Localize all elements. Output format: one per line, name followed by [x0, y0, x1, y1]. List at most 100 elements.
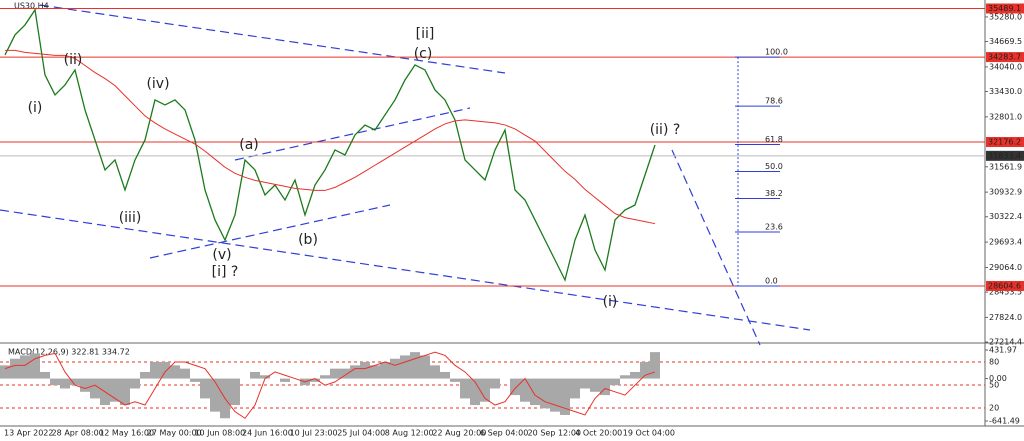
y-tick-label: 34669.5: [989, 37, 1022, 46]
macd-bar: [350, 365, 360, 379]
channel-lines: [0, 4, 811, 346]
macd-bar: [120, 378, 130, 406]
x-tick-label: 28 Apr 08:00: [52, 429, 104, 438]
macd-bar: [130, 378, 140, 389]
macd-bar: [460, 378, 470, 399]
macd-bar: [190, 378, 200, 382]
price-tag-label: 34283.7: [988, 53, 1021, 62]
macd-bar: [260, 375, 270, 379]
y-tick-label: 29693.4: [989, 238, 1022, 247]
current-price-tag: [986, 150, 1024, 161]
macd-bar: [110, 378, 120, 402]
macd-bar: [550, 378, 560, 412]
x-tick-label: 4 Oct 20:00: [575, 429, 622, 438]
price-tag-label: 35489.1: [988, 4, 1021, 13]
macd-bar: [440, 371, 450, 379]
macd-bar: [400, 355, 410, 379]
macd-bar: [630, 371, 640, 379]
fib-label: 100.0: [765, 48, 788, 57]
macd-bar: [150, 362, 160, 379]
macd-bar: [610, 378, 620, 386]
macd-bar: [360, 362, 370, 379]
fib-label: 23.6: [765, 222, 783, 231]
macd-bar: [20, 355, 30, 379]
y-tick-label: 0.00: [989, 374, 1007, 383]
macd-bar: [50, 378, 60, 386]
price-tag: [986, 52, 1024, 63]
x-tick-label: 13 Apr 2022: [4, 429, 53, 438]
y-tick-label: 27214.4: [989, 338, 1022, 347]
price-line: [4, 8, 656, 282]
price-tag: [986, 137, 1024, 148]
y-tick-label: 33430.0: [989, 87, 1022, 96]
macd-bar: [230, 378, 240, 406]
trend-line: [149, 204, 391, 259]
y-tick-label: 30322.4: [989, 212, 1022, 221]
macd-bar: [590, 378, 600, 392]
wave-label: (c): [414, 46, 433, 62]
x-tick-label: 6 Sep 04:00: [480, 429, 528, 438]
x-tick-label: 22 Aug 20:00: [432, 429, 486, 438]
wave-label: (iv): [146, 76, 169, 92]
macd-bar: [160, 362, 170, 379]
y2-tick-label: 80: [989, 357, 999, 366]
wave-label: (iii): [119, 210, 142, 226]
y-tick-label: 29064.0: [989, 263, 1022, 272]
price-tag: [986, 3, 1024, 14]
trend-line: [0, 209, 811, 331]
macd-bar: [250, 371, 260, 379]
wave-label: (i): [603, 294, 618, 310]
macd-bar: [90, 378, 100, 399]
fib-label: 0.0: [765, 276, 778, 285]
macd-bar: [10, 358, 20, 379]
x-tick-label: 10 Jun 08:00: [194, 429, 245, 438]
x-tick-label: 24 Jun 16:00: [242, 429, 293, 438]
macd-bar: [470, 378, 480, 406]
macd-bar: [650, 352, 660, 379]
fib-label: 78.6: [765, 97, 783, 106]
macd-bar: [560, 378, 570, 415]
y-tick-label: 27824.0: [989, 313, 1022, 322]
chart-title: US30,H4: [14, 2, 49, 11]
y2-tick-label: 20: [989, 403, 999, 412]
y-tick-label: 35280.0: [989, 12, 1022, 21]
y-tick-label: 34040.0: [989, 62, 1022, 71]
macd-bar: [330, 368, 340, 379]
macd-bar: [60, 378, 70, 389]
x-tick-label: 25 Jul 04:00: [337, 429, 385, 438]
y-tick-label: 28453.5: [989, 288, 1022, 297]
macd-bar: [30, 353, 40, 379]
macd-bar: [370, 365, 380, 379]
x-tick-label: 20 Sep 12:00: [528, 429, 581, 438]
macd-bar: [530, 378, 540, 406]
macd-bar: [480, 378, 490, 402]
y-tick-label: 31561.9: [989, 162, 1022, 171]
macd-bar: [70, 378, 80, 386]
macd-bar: [390, 358, 400, 379]
macd-bar: [40, 371, 50, 379]
macd-bar: [280, 378, 290, 382]
fib-label: 50.0: [765, 162, 783, 171]
macd-bar: [430, 365, 440, 379]
moving-average: [5, 49, 656, 225]
wave-label: (i): [28, 100, 43, 116]
x-tick-label: 12 May 16:00: [99, 429, 154, 438]
y-tick-label: 431.97: [989, 346, 1017, 355]
macd-bar: [450, 378, 460, 382]
wave-label: [ii]: [416, 26, 435, 42]
price-tag-label: 28604.6: [988, 281, 1021, 290]
macd-bar: [80, 378, 90, 392]
fib-label: 38.2: [765, 189, 783, 198]
wave-label: [i] ?: [212, 264, 239, 280]
macd-bar: [490, 378, 500, 389]
macd-bar: [570, 378, 580, 399]
macd-bar: [210, 378, 220, 412]
macd-bar: [170, 365, 180, 379]
fib-label: 61.8: [765, 135, 783, 144]
macd-bar: [620, 375, 630, 379]
y-tick-label: -641.49: [989, 417, 1020, 426]
macd-bar: [310, 378, 320, 382]
price-tag-label: 32176.2: [988, 138, 1021, 147]
wave-label: (b): [298, 232, 318, 248]
